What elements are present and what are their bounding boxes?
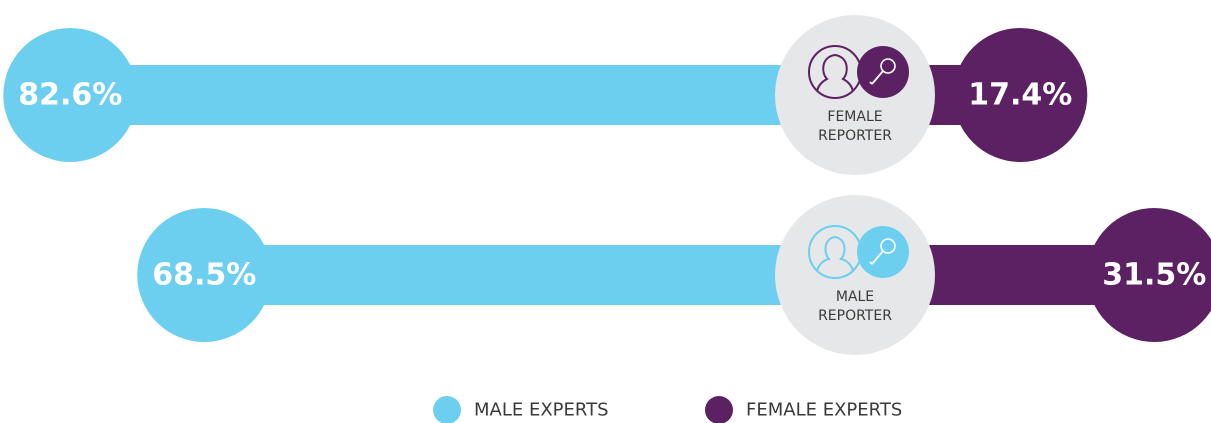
- icon-mic-handle: [869, 70, 884, 85]
- reporter-icon: [808, 45, 909, 99]
- icon-mic-head: [880, 238, 896, 254]
- reporter-icon: [808, 225, 909, 279]
- icon-person: [816, 53, 854, 92]
- legend-swatch: [433, 396, 461, 423]
- female-end: [1087, 208, 1211, 342]
- male-end: [3, 28, 138, 162]
- icon-mic-handle: [869, 250, 884, 265]
- male-bar: [204, 245, 855, 305]
- reporter-label: FEMALE REPORTER: [818, 109, 892, 144]
- reporter-hub: [775, 15, 935, 175]
- female-value-label: 31.5%: [1102, 258, 1206, 293]
- male-bar: [70, 65, 856, 125]
- reporter-label: MALE REPORTER: [818, 289, 892, 324]
- male-value-label: 68.5%: [152, 258, 256, 293]
- icon-mic-head: [880, 58, 896, 74]
- male-end: [137, 208, 272, 342]
- female-value-label: 17.4%: [968, 78, 1072, 113]
- legend-label: FEMALE EXPERTS: [746, 400, 902, 421]
- male-value-label: 82.6%: [18, 78, 122, 113]
- legend-swatch: [705, 396, 733, 423]
- legend-label: MALE EXPERTS: [474, 400, 609, 421]
- icon-person: [816, 235, 854, 272]
- reporter-hub: [775, 195, 935, 355]
- female-end: [953, 28, 1088, 162]
